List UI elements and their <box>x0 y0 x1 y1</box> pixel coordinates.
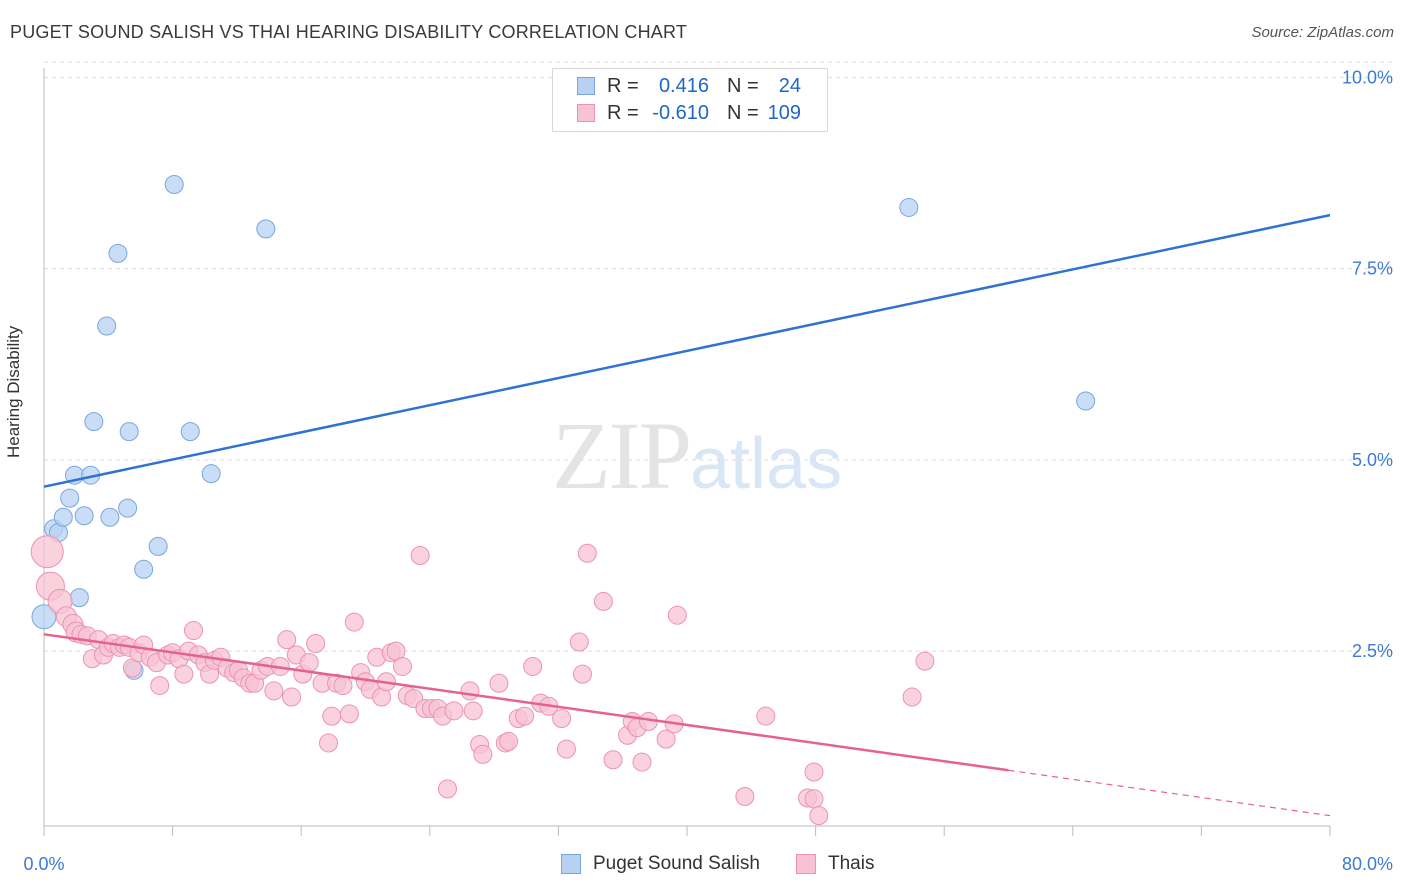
salish-point <box>108 243 128 263</box>
salish-point <box>256 219 276 239</box>
thai-point <box>306 634 326 653</box>
thai-point <box>552 708 572 728</box>
salish-point <box>53 507 73 527</box>
thai-point <box>902 687 922 707</box>
legend-r-value: -0.610 <box>652 101 709 124</box>
thai-point <box>299 653 319 673</box>
thai-point <box>577 543 597 563</box>
thai-point <box>756 706 776 726</box>
y-tick-label: 10.0% <box>1342 67 1393 87</box>
trend-line-salish <box>43 213 1331 488</box>
salish-point <box>1076 391 1096 411</box>
thai-point <box>463 701 483 721</box>
salish-point <box>134 559 154 579</box>
watermark-zip: ZIP <box>552 402 692 509</box>
salish-point <box>118 498 138 518</box>
thai-point <box>322 706 342 726</box>
thai-point <box>656 729 676 749</box>
legend-r-label: R = <box>607 74 639 97</box>
legend-n-label: N = <box>727 74 759 97</box>
thai-point <box>264 681 284 701</box>
salish-point <box>148 536 168 556</box>
thai-point <box>569 632 589 652</box>
y-tick-label: 5.0% <box>1352 450 1393 470</box>
trend-line-thais <box>43 633 1009 772</box>
thai-point <box>150 676 170 696</box>
salish-point <box>69 588 89 608</box>
thai-point <box>174 664 194 684</box>
thai-point <box>603 750 623 770</box>
thai-point <box>523 656 543 676</box>
salish-point <box>97 316 117 336</box>
trend-line-thais-extrapolated <box>1008 769 1331 817</box>
thai-point <box>277 630 297 650</box>
x-tick-label: 0.0% <box>23 854 64 874</box>
thai-point <box>809 806 829 826</box>
thai-point <box>319 733 339 753</box>
thai-point <box>410 546 430 566</box>
legend-n-value: 109 <box>767 101 801 124</box>
thai-point <box>30 535 64 569</box>
salish-point <box>899 197 919 217</box>
thai-point <box>344 612 364 632</box>
thai-point <box>282 687 302 707</box>
thai-point <box>515 706 535 726</box>
thai-point <box>460 681 480 701</box>
thai-point <box>444 701 464 721</box>
thai-point <box>593 591 613 611</box>
thai-point <box>392 656 412 676</box>
salish-point <box>60 488 80 508</box>
bottom-legend-thais: Thais <box>796 852 874 876</box>
salish-point <box>164 175 184 194</box>
thai-point <box>804 789 824 809</box>
thai-point <box>667 605 687 625</box>
thai-point <box>556 739 576 759</box>
legend-n-label: N = <box>727 101 759 124</box>
thai-point <box>735 787 755 806</box>
legend-swatch-pink <box>577 104 595 122</box>
thai-point <box>339 704 359 724</box>
thai-point <box>489 673 509 693</box>
watermark-atlas: atlas <box>690 424 843 504</box>
x-tick-label: 80.0% <box>1342 854 1393 874</box>
legend-swatch-blue <box>577 77 595 95</box>
y-tick-label: 7.5% <box>1352 259 1393 279</box>
y-tick-label: 2.5% <box>1352 641 1393 661</box>
legend-row-thais: R = -0.610 N = 109 <box>577 101 801 125</box>
y-axis-label: Hearing Disability <box>4 325 23 458</box>
salish-point <box>74 506 94 526</box>
bottom-legend-label: Puget Sound Salish <box>593 853 760 874</box>
salish-point <box>180 422 200 442</box>
legend-r-value: 0.416 <box>658 74 709 97</box>
legend-n-value: 24 <box>778 74 801 97</box>
bottom-legend-swatch-pink <box>796 854 816 874</box>
thai-point <box>632 752 652 772</box>
thai-point <box>573 664 593 684</box>
bottom-legend-salish: Puget Sound Salish <box>561 852 760 876</box>
chart-title: PUGET SOUND SALISH VS THAI HEARING DISAB… <box>10 22 688 42</box>
thai-point <box>333 676 353 696</box>
source-label: Source: ZipAtlas.com <box>1251 24 1394 41</box>
legend-row-salish: R = 0.416 N = 24 <box>577 74 801 98</box>
thai-point <box>915 651 935 671</box>
legend-r-label: R = <box>607 101 639 124</box>
salish-point <box>201 464 221 484</box>
salish-point <box>119 422 139 442</box>
thai-point <box>473 744 493 764</box>
thai-point <box>437 779 457 799</box>
bottom-legend-label: Thais <box>828 853 875 874</box>
salish-point <box>31 604 57 630</box>
thai-point <box>183 620 203 640</box>
thai-point <box>804 762 824 782</box>
watermark: ZIPatlas <box>552 400 842 511</box>
thai-point <box>499 731 519 751</box>
bottom-legend-swatch-blue <box>561 854 581 874</box>
salish-point <box>84 412 104 432</box>
salish-point <box>100 507 120 527</box>
correlation-legend: R = 0.416 N = 24 R = -0.610 N = 109 <box>552 68 828 132</box>
